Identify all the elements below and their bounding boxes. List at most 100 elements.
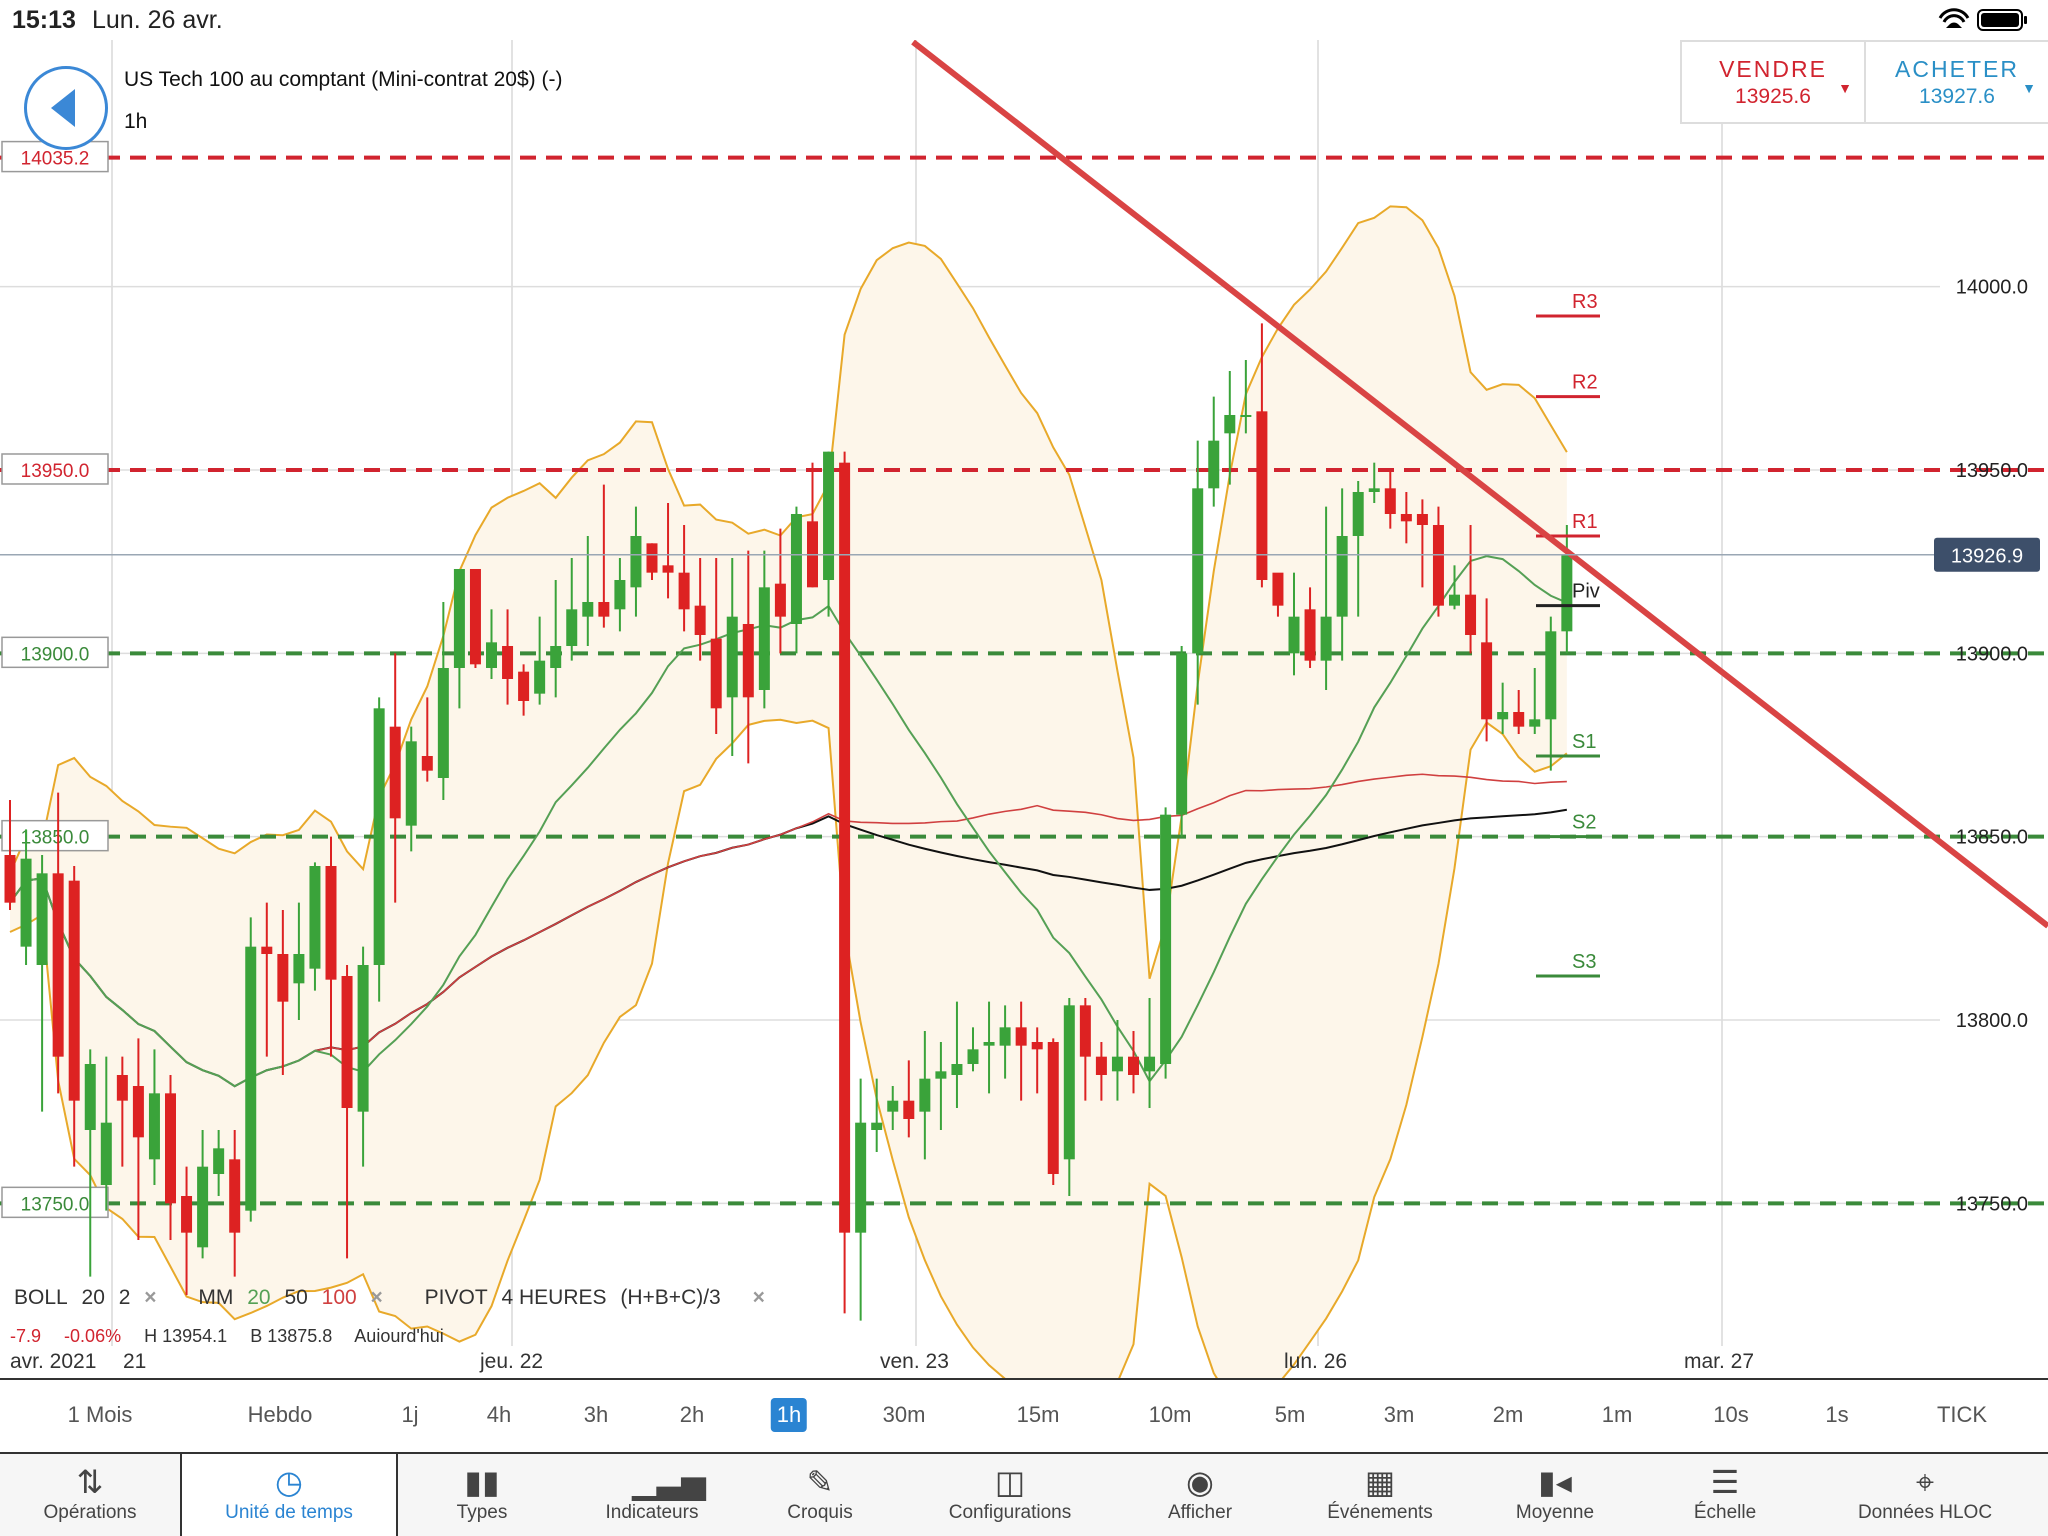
candle-body xyxy=(1320,616,1332,661)
candle-body xyxy=(277,953,289,1002)
toolbar-scale[interactable]: ☰ Échelle xyxy=(1650,1454,1800,1536)
remove-mm-button[interactable]: × xyxy=(370,1286,383,1309)
candle-body xyxy=(1352,491,1364,536)
tf-1j[interactable]: 1j xyxy=(401,1402,419,1427)
candles-icon: ▮▮ xyxy=(464,1464,500,1500)
candle-body xyxy=(871,1122,883,1131)
candle-body xyxy=(84,1064,96,1131)
candle-body xyxy=(1561,554,1573,632)
tf-5m[interactable]: 5m xyxy=(1274,1402,1306,1427)
toolbar-average[interactable]: ▮◂ Moyenne xyxy=(1480,1454,1630,1536)
clock-icon: ◷ xyxy=(275,1464,303,1500)
caret-down-icon: ▼ xyxy=(1838,80,1852,96)
candle-body xyxy=(855,1122,867,1233)
candle-body xyxy=(550,645,562,668)
candle-body xyxy=(758,587,770,690)
back-arrow-icon xyxy=(51,89,75,127)
tf-2h[interactable]: 2h xyxy=(679,1402,705,1427)
current-price-tag xyxy=(1934,537,2040,572)
back-button[interactable] xyxy=(24,66,108,150)
candle-body xyxy=(742,623,754,698)
candle-body xyxy=(1256,411,1268,580)
tf-10m[interactable]: 10m xyxy=(1148,1402,1192,1427)
candle-body xyxy=(1128,1056,1139,1076)
instrument-interval: 1h xyxy=(124,110,148,133)
candle-body xyxy=(1513,711,1525,727)
candle-body xyxy=(694,605,706,635)
candle-body xyxy=(341,975,353,1109)
candle-body xyxy=(52,873,64,1057)
sell-button[interactable]: VENDRE 13925.6 ▼ xyxy=(1682,42,1866,122)
stat-period: Aujourd'hui xyxy=(354,1326,444,1342)
status-bar: 15:13 Lun. 26 avr. xyxy=(0,0,2048,40)
tf-15m[interactable]: 15m xyxy=(1016,1402,1060,1427)
toolbar-configurations[interactable]: ◫ Configurations xyxy=(910,1454,1110,1536)
y-tick-label: 13950.0 xyxy=(1956,460,2028,482)
candle-body xyxy=(1015,1027,1027,1046)
candle-body xyxy=(213,1148,225,1175)
mm-name: MM xyxy=(198,1286,234,1309)
toolbar-operations[interactable]: ⇅ Opérations xyxy=(0,1454,180,1536)
level-label: 13750.0 xyxy=(21,1194,90,1215)
average-icon: ▮◂ xyxy=(1538,1464,1572,1500)
stat-change: -7.9 xyxy=(10,1326,42,1342)
candle-body xyxy=(1481,642,1493,720)
remove-pivot-button[interactable]: × xyxy=(752,1286,765,1309)
tf-tick[interactable]: TICK xyxy=(1936,1402,1988,1427)
tf-3h[interactable]: 3h xyxy=(583,1402,609,1427)
candle-body xyxy=(662,565,674,573)
candle-body xyxy=(614,579,626,610)
tf-3m[interactable]: 3m xyxy=(1383,1402,1415,1427)
toolbar-sketch[interactable]: ✎ Croquis xyxy=(740,1454,900,1536)
pivot-label: R3 xyxy=(1572,291,1598,313)
current-price-label: 13926.9 xyxy=(1951,546,2023,568)
candle-body xyxy=(1368,488,1380,492)
mm-20: 20 xyxy=(247,1286,271,1309)
x-tick-jeu22: jeu. 22 xyxy=(480,1350,544,1373)
candle-body xyxy=(1208,440,1220,489)
toolbar-timeframe-label: Unité de temps xyxy=(225,1502,353,1523)
toolbar-timeframe[interactable]: ◷ Unité de temps xyxy=(180,1454,398,1536)
candle-body xyxy=(967,1049,979,1065)
candle-body xyxy=(36,873,48,965)
candle-body xyxy=(935,1071,947,1079)
candle-body xyxy=(1336,535,1348,617)
toolbar-indicators[interactable]: ▁▃▅ Indicateurs xyxy=(572,1454,732,1536)
tf-1m[interactable]: 1m xyxy=(1601,1402,1633,1427)
tf-4h[interactable]: 4h xyxy=(486,1402,512,1427)
toolbar-hloc[interactable]: ⌖ Données HLOC xyxy=(1830,1454,2020,1536)
price-chart[interactable]: 14035.2 13950.0 13900.0 13850.0 13750.0 R3 R2 R… xyxy=(0,40,2048,1380)
candle-body xyxy=(1465,594,1477,635)
candle-body xyxy=(534,660,546,694)
candle-body xyxy=(1047,1042,1059,1175)
tf-1s[interactable]: 1s xyxy=(1825,1402,1849,1427)
candle-body xyxy=(1176,653,1188,815)
toolbar-events[interactable]: ▦ Événements xyxy=(1290,1454,1470,1536)
pivot-formula: (H+B+C)/3 xyxy=(620,1286,721,1309)
candle-body xyxy=(1384,488,1396,514)
scale-icon: ☰ xyxy=(1710,1464,1740,1500)
toolbar-operations-label: Opérations xyxy=(43,1502,137,1523)
candle-body xyxy=(116,1075,128,1101)
candle-body xyxy=(566,609,578,646)
boll-stddev: 2 xyxy=(118,1286,131,1309)
boll-period: 20 xyxy=(81,1286,105,1309)
candle-body xyxy=(1095,1056,1107,1076)
status-icons xyxy=(1938,8,2027,31)
tf-1h[interactable]: 1h xyxy=(770,1398,808,1432)
candle-body xyxy=(453,568,465,668)
candle-body xyxy=(1304,609,1316,661)
toolbar-display[interactable]: ◉ Afficher xyxy=(1120,1454,1280,1536)
toolbar-events-label: Événements xyxy=(1327,1502,1433,1523)
tf-2m[interactable]: 2m xyxy=(1492,1402,1524,1427)
tf-10s[interactable]: 10s xyxy=(1713,1402,1749,1427)
y-tick-label: 13800.0 xyxy=(1956,1010,2028,1032)
tf-1-mois[interactable]: 1 Mois xyxy=(67,1402,133,1427)
toolbar-types[interactable]: ▮▮ Types xyxy=(400,1454,564,1536)
pivot-period: 4 HEURES xyxy=(501,1286,607,1309)
buy-button[interactable]: ACHETER 13927.6 ▼ xyxy=(1866,42,2048,122)
tf-30m[interactable]: 30m xyxy=(882,1402,926,1427)
daily-stats: -7.9 -0.06% H 13954.1 B 13875.8 Aujourd'… xyxy=(10,1326,462,1342)
tf-hebdo[interactable]: Hebdo xyxy=(247,1402,313,1427)
remove-boll-button[interactable]: × xyxy=(144,1286,157,1309)
